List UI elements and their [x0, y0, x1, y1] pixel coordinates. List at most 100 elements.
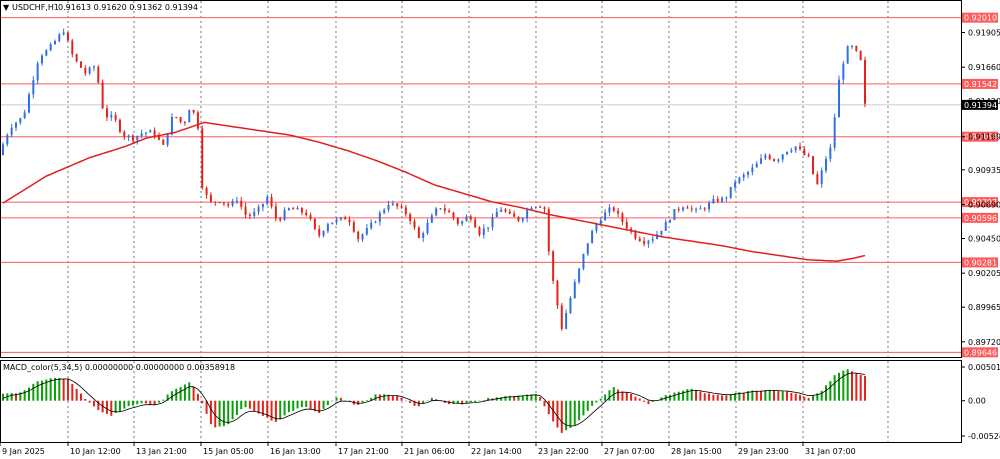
- candle-body: [682, 207, 685, 210]
- candle-body: [14, 122, 17, 128]
- macd-histogram-bar: [71, 383, 74, 401]
- candle-body: [118, 119, 121, 132]
- candle-body: [417, 227, 420, 238]
- macd-histogram-bar: [799, 394, 802, 401]
- macd-histogram-bar: [474, 400, 477, 403]
- candle-body: [829, 147, 832, 159]
- price-tick-label: 0.90690: [968, 201, 1000, 210]
- macd-histogram-bar: [114, 400, 117, 413]
- candle-body: [218, 202, 221, 204]
- macd-tick-label: -0.0052489: [968, 432, 1000, 441]
- macd-histogram-bar: [110, 400, 113, 416]
- candle-body: [235, 200, 238, 202]
- candle-body: [36, 63, 39, 81]
- macd-histogram-bar: [478, 400, 481, 402]
- macd-histogram-bar: [712, 394, 715, 401]
- candle-body: [643, 240, 646, 244]
- level-price-tag: [962, 12, 998, 23]
- chart-header-arrow[interactable]: ▼: [3, 3, 10, 12]
- level-price-label: 0.90281: [964, 258, 997, 267]
- candle-body: [742, 174, 745, 178]
- macd-histogram-bar: [846, 369, 849, 401]
- candle-body: [387, 204, 390, 210]
- candle-body: [214, 201, 217, 203]
- candle-body: [725, 197, 728, 199]
- candle-body: [604, 212, 607, 221]
- candle-body: [690, 208, 693, 210]
- macd-histogram-bar: [634, 396, 637, 401]
- candle-body: [32, 80, 35, 95]
- candle-body: [426, 222, 429, 233]
- macd-histogram-bar: [235, 400, 238, 416]
- candle-body: [456, 218, 459, 224]
- macd-histogram-bar: [222, 400, 225, 427]
- candle-body: [279, 218, 282, 221]
- macd-histogram-bar: [543, 400, 546, 407]
- macd-histogram-bar: [461, 400, 464, 405]
- time-tick-label: 21 Jan 06:00: [404, 447, 455, 456]
- macd-histogram-bar: [166, 394, 169, 401]
- candle-body: [500, 209, 503, 212]
- macd-histogram-bar: [192, 386, 195, 401]
- candle-body: [396, 203, 399, 207]
- candle-body: [305, 212, 308, 216]
- candle-body: [162, 139, 165, 145]
- candle-body: [712, 198, 715, 204]
- candle-body: [339, 217, 342, 220]
- candle-body: [443, 208, 446, 211]
- candle-body: [734, 182, 737, 187]
- macd-histogram-bar: [682, 390, 685, 401]
- chart-header-symbol: USDCHF,H1: [12, 3, 59, 12]
- candle-body: [708, 203, 711, 210]
- macd-histogram-bar: [630, 393, 633, 401]
- candle-body: [53, 40, 56, 45]
- macd-histogram-bar: [123, 400, 126, 409]
- time-tick-label: 28 Jan 15:00: [671, 447, 722, 456]
- macd-histogram-bar: [621, 391, 624, 401]
- macd-histogram-bar: [747, 391, 750, 401]
- macd-histogram-bar: [430, 397, 433, 401]
- candle-body: [27, 94, 30, 113]
- macd-histogram-bar: [777, 391, 780, 401]
- macd-histogram-bar: [569, 400, 572, 428]
- macd-histogram-bar: [296, 400, 299, 409]
- macd-histogram-bar: [500, 397, 503, 401]
- candle-body: [621, 213, 624, 222]
- macd-histogram-bar: [708, 393, 711, 401]
- candle-body: [6, 135, 9, 145]
- candle-body: [812, 156, 815, 175]
- macd-histogram-bar: [49, 378, 52, 401]
- candle-body: [378, 212, 381, 222]
- macd-histogram-bar: [248, 400, 251, 409]
- candle-body: [335, 219, 338, 223]
- macd-histogram-bar: [812, 394, 815, 401]
- macd-histogram-bar: [287, 400, 290, 413]
- macd-histogram-bar: [825, 385, 828, 401]
- candle-body: [300, 207, 303, 213]
- macd-histogram-bar: [738, 392, 741, 401]
- macd-histogram-bar: [240, 400, 243, 410]
- macd-histogram-bar: [45, 379, 48, 401]
- macd-histogram-bar: [231, 400, 234, 420]
- level-price-tag: [962, 197, 998, 208]
- macd-histogram-bar: [209, 400, 212, 425]
- macd-histogram-bar: [855, 373, 858, 401]
- candle-body: [266, 197, 269, 204]
- macd-histogram-bar: [244, 400, 247, 408]
- macd-histogram-bar: [40, 380, 43, 401]
- macd-histogram-bar: [755, 390, 758, 401]
- level-price-label: 0.91169: [964, 133, 997, 142]
- candle-body: [482, 228, 485, 235]
- candle-body: [313, 218, 316, 229]
- macd-histogram-bar: [75, 388, 78, 401]
- macd-histogram-bar: [305, 400, 308, 408]
- candle-body: [144, 132, 147, 134]
- macd-histogram-bar: [378, 394, 381, 401]
- candle-body: [547, 209, 550, 252]
- macd-histogram-bar: [144, 400, 147, 404]
- macd-histogram-bar: [838, 372, 841, 401]
- level-price-tag: [962, 78, 998, 89]
- candle-body: [326, 224, 329, 232]
- candle-body: [638, 238, 641, 241]
- candle-body: [543, 207, 546, 210]
